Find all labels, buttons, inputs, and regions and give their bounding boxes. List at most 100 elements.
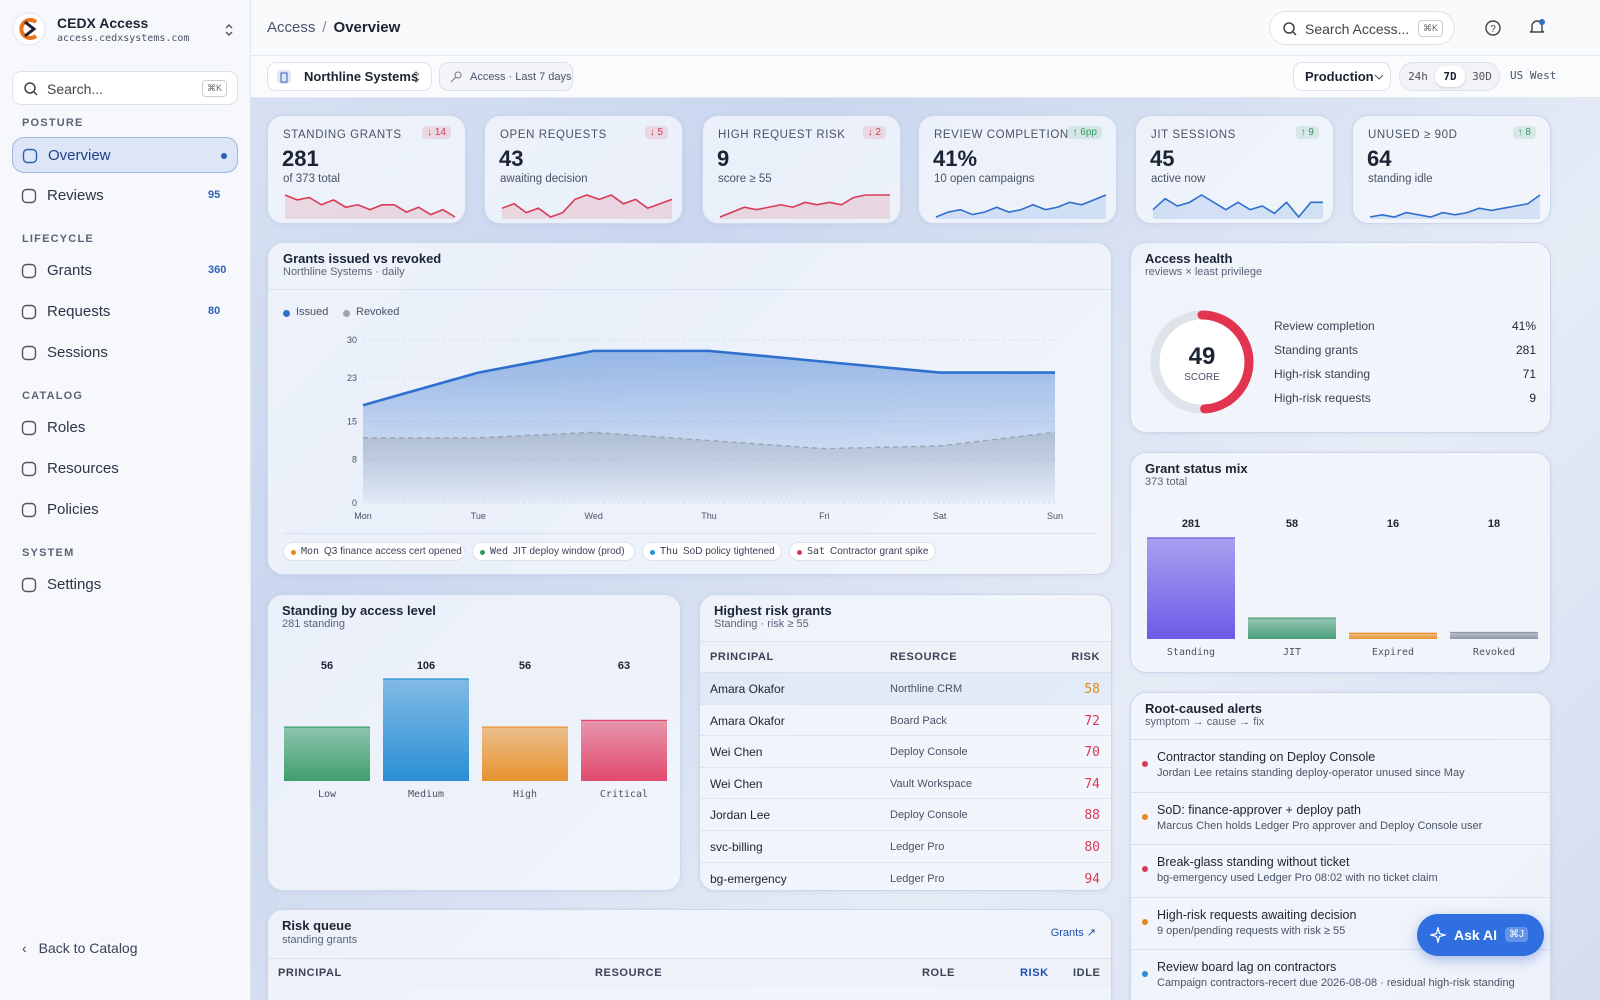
region: US West [1510, 69, 1557, 82]
kpi-sub: standing idle [1368, 173, 1433, 185]
sparkline-area [936, 195, 1106, 219]
nav-icon [21, 502, 37, 518]
org-label: Northline Systems [304, 69, 419, 84]
table-row[interactable] [700, 831, 1111, 863]
nav-item[interactable]: Reviews 95 [12, 178, 238, 214]
alert-dot [1142, 971, 1148, 977]
sparkline-line [935, 194, 1107, 218]
card-subtitle: 281 standing [282, 618, 345, 630]
range-option[interactable]: 24h [1403, 66, 1433, 87]
icon-shape [21, 345, 37, 361]
alert-row[interactable] [1131, 949, 1550, 1000]
grant-mix-card: Grant status mix 373 total 281 Standing 58 JI… [1130, 452, 1551, 673]
help-icon[interactable]: ? [1484, 19, 1502, 37]
table-row[interactable] [700, 768, 1111, 800]
x-tick-label: Sat [933, 511, 947, 521]
kpi-label: REVIEW COMPLETION [934, 129, 1069, 141]
switcher[interactable] [223, 22, 235, 38]
annotation-day: Thu [660, 546, 679, 557]
alert-dot [1142, 918, 1148, 925]
nav-label: Policies [47, 501, 99, 518]
icon-shape [21, 502, 37, 518]
range-option[interactable]: 30D [1467, 66, 1497, 87]
sparkline-line [1152, 194, 1323, 219]
kpi-card: UNUSED ≥ 90D ↑ 8 64 standing idle [1352, 115, 1551, 224]
key-icon [450, 71, 462, 83]
kpi-sub: 10 open campaigns [934, 173, 1035, 185]
bell-icon[interactable] [1527, 17, 1547, 37]
nav-label: Roles [47, 419, 86, 436]
alert-dot [1142, 813, 1148, 820]
nav-item[interactable]: Requests 80 [12, 294, 238, 330]
sidebar-search[interactable]: Search... ⌘K [12, 71, 238, 105]
chevron [412, 71, 420, 83]
column-header: RESOURCE [595, 967, 663, 979]
card-subtitle: Standing · risk ≥ 55 [714, 618, 809, 630]
sparkline [935, 194, 1107, 219]
table-row[interactable] [700, 673, 1111, 705]
nav-item[interactable]: Roles [12, 410, 238, 446]
bar-category-label: JIT [1283, 647, 1301, 658]
annotation-chip: Wed JIT deploy window (prod) [472, 542, 635, 561]
nav-label: Overview [48, 147, 111, 164]
scope-chip[interactable]: Access · Last 7 days [439, 62, 573, 91]
nav-label: Sessions [47, 344, 108, 361]
range-label: 24h [1408, 70, 1428, 83]
range-option[interactable]: 7D [1435, 66, 1465, 87]
card-link[interactable]: Grants ↗ [1050, 927, 1096, 939]
nav-item[interactable]: Sessions [12, 335, 238, 371]
y-tick-label: 15 [347, 417, 357, 427]
alert-row[interactable] [1131, 791, 1550, 844]
cell-principal: Wei Chen [710, 745, 763, 760]
nav-item[interactable]: Resources [12, 451, 238, 487]
sparkline [719, 194, 890, 219]
legend-swatch [343, 310, 350, 317]
nav-label: Grants [47, 262, 93, 279]
cell-risk: 94 [1084, 871, 1100, 887]
kpi-card: HIGH REQUEST RISK ↓ 2 9 score ≥ 55 [702, 115, 901, 224]
column-header: PRINCIPAL [278, 967, 342, 979]
alert-row[interactable] [1131, 896, 1550, 949]
cell-principal: svc-billing [710, 840, 763, 854]
icon-shape [21, 188, 37, 204]
back-link[interactable]: ‹ Back to Catalog [22, 940, 138, 956]
kpi-label: STANDING GRANTS [283, 129, 402, 141]
alert-dot [1142, 761, 1148, 767]
nav-icon [21, 577, 37, 593]
sparkline [501, 194, 673, 219]
table-row[interactable] [700, 799, 1111, 831]
nav-item[interactable]: Grants 360 [12, 253, 238, 289]
score-label: SCORE [1184, 372, 1220, 383]
bar [1450, 632, 1538, 639]
bar-value-label: 56 [321, 660, 333, 672]
top-search[interactable]: Search Access... ⌘K [1269, 11, 1455, 45]
crumb[interactable]: Access [267, 19, 316, 36]
annotation-chip: Thu SoD policy tightened [642, 542, 782, 561]
nav-label: Resources [47, 460, 119, 477]
icon-shape [21, 420, 37, 436]
nav-item[interactable]: Policies [12, 492, 238, 528]
nav-section-title: POSTURE [22, 117, 84, 129]
divider [283, 533, 1098, 534]
bar-value-label: 106 [417, 660, 435, 672]
org-icon [277, 70, 291, 84]
x-tick-label: Sun [1047, 511, 1063, 521]
nav-label: Settings [47, 576, 102, 593]
line-chart-card: Grants issued vs revoked Northline System… [267, 242, 1112, 575]
sparkline-area [1370, 195, 1540, 219]
nav-item[interactable]: Overview [12, 137, 238, 173]
kpi-sub: of 373 total [283, 173, 340, 185]
table-row[interactable] [700, 736, 1111, 768]
alert-title: Break-glass standing without ticket [1157, 855, 1350, 869]
access-health-card: Access health reviews × least privilege 49… [1130, 242, 1551, 433]
ask-ai-button[interactable]: Ask AI ⌘J [1417, 914, 1544, 956]
nav-item[interactable]: Settings [12, 567, 238, 603]
alert-row[interactable] [1131, 739, 1550, 791]
org-select[interactable]: Northline Systems [267, 62, 432, 91]
env-select[interactable]: Production [1293, 62, 1391, 91]
column-header: RISK [1071, 651, 1100, 663]
search-placeholder: Search... [47, 81, 104, 97]
alert-row[interactable] [1131, 844, 1550, 896]
table-row[interactable] [700, 705, 1111, 737]
